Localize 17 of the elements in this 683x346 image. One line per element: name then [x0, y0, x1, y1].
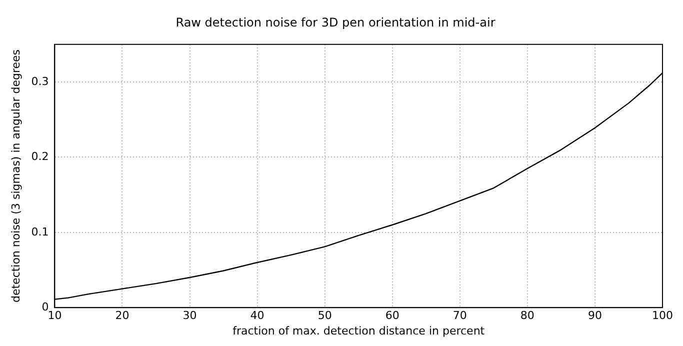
x-tick-label: 90: [588, 309, 602, 322]
x-tick-label: 10: [48, 309, 62, 322]
y-tick-label: 0: [42, 300, 49, 314]
y-tick-label: 0.3: [31, 74, 49, 88]
x-tick-label: 60: [385, 309, 400, 322]
x-tick-label: 80: [520, 309, 534, 322]
y-tick-label: 0.2: [31, 150, 49, 164]
chart-title: Raw detection noise for 3D pen orientation in mid-air: [176, 15, 496, 30]
x-tick-label: 70: [452, 309, 467, 322]
x-tick-label: 40: [250, 309, 264, 322]
x-tick-label: 20: [115, 309, 130, 322]
y-axis-title: detection noise (3 sigmas) in angular degrees: [9, 49, 22, 303]
x-axis-title: fraction of max. detection distance in percent: [232, 324, 486, 338]
x-tick-label: 100: [652, 309, 673, 322]
x-tick-label: 50: [318, 309, 332, 322]
x-tick-label: 30: [182, 309, 197, 322]
y-tick-label: 0.1: [31, 225, 49, 238]
